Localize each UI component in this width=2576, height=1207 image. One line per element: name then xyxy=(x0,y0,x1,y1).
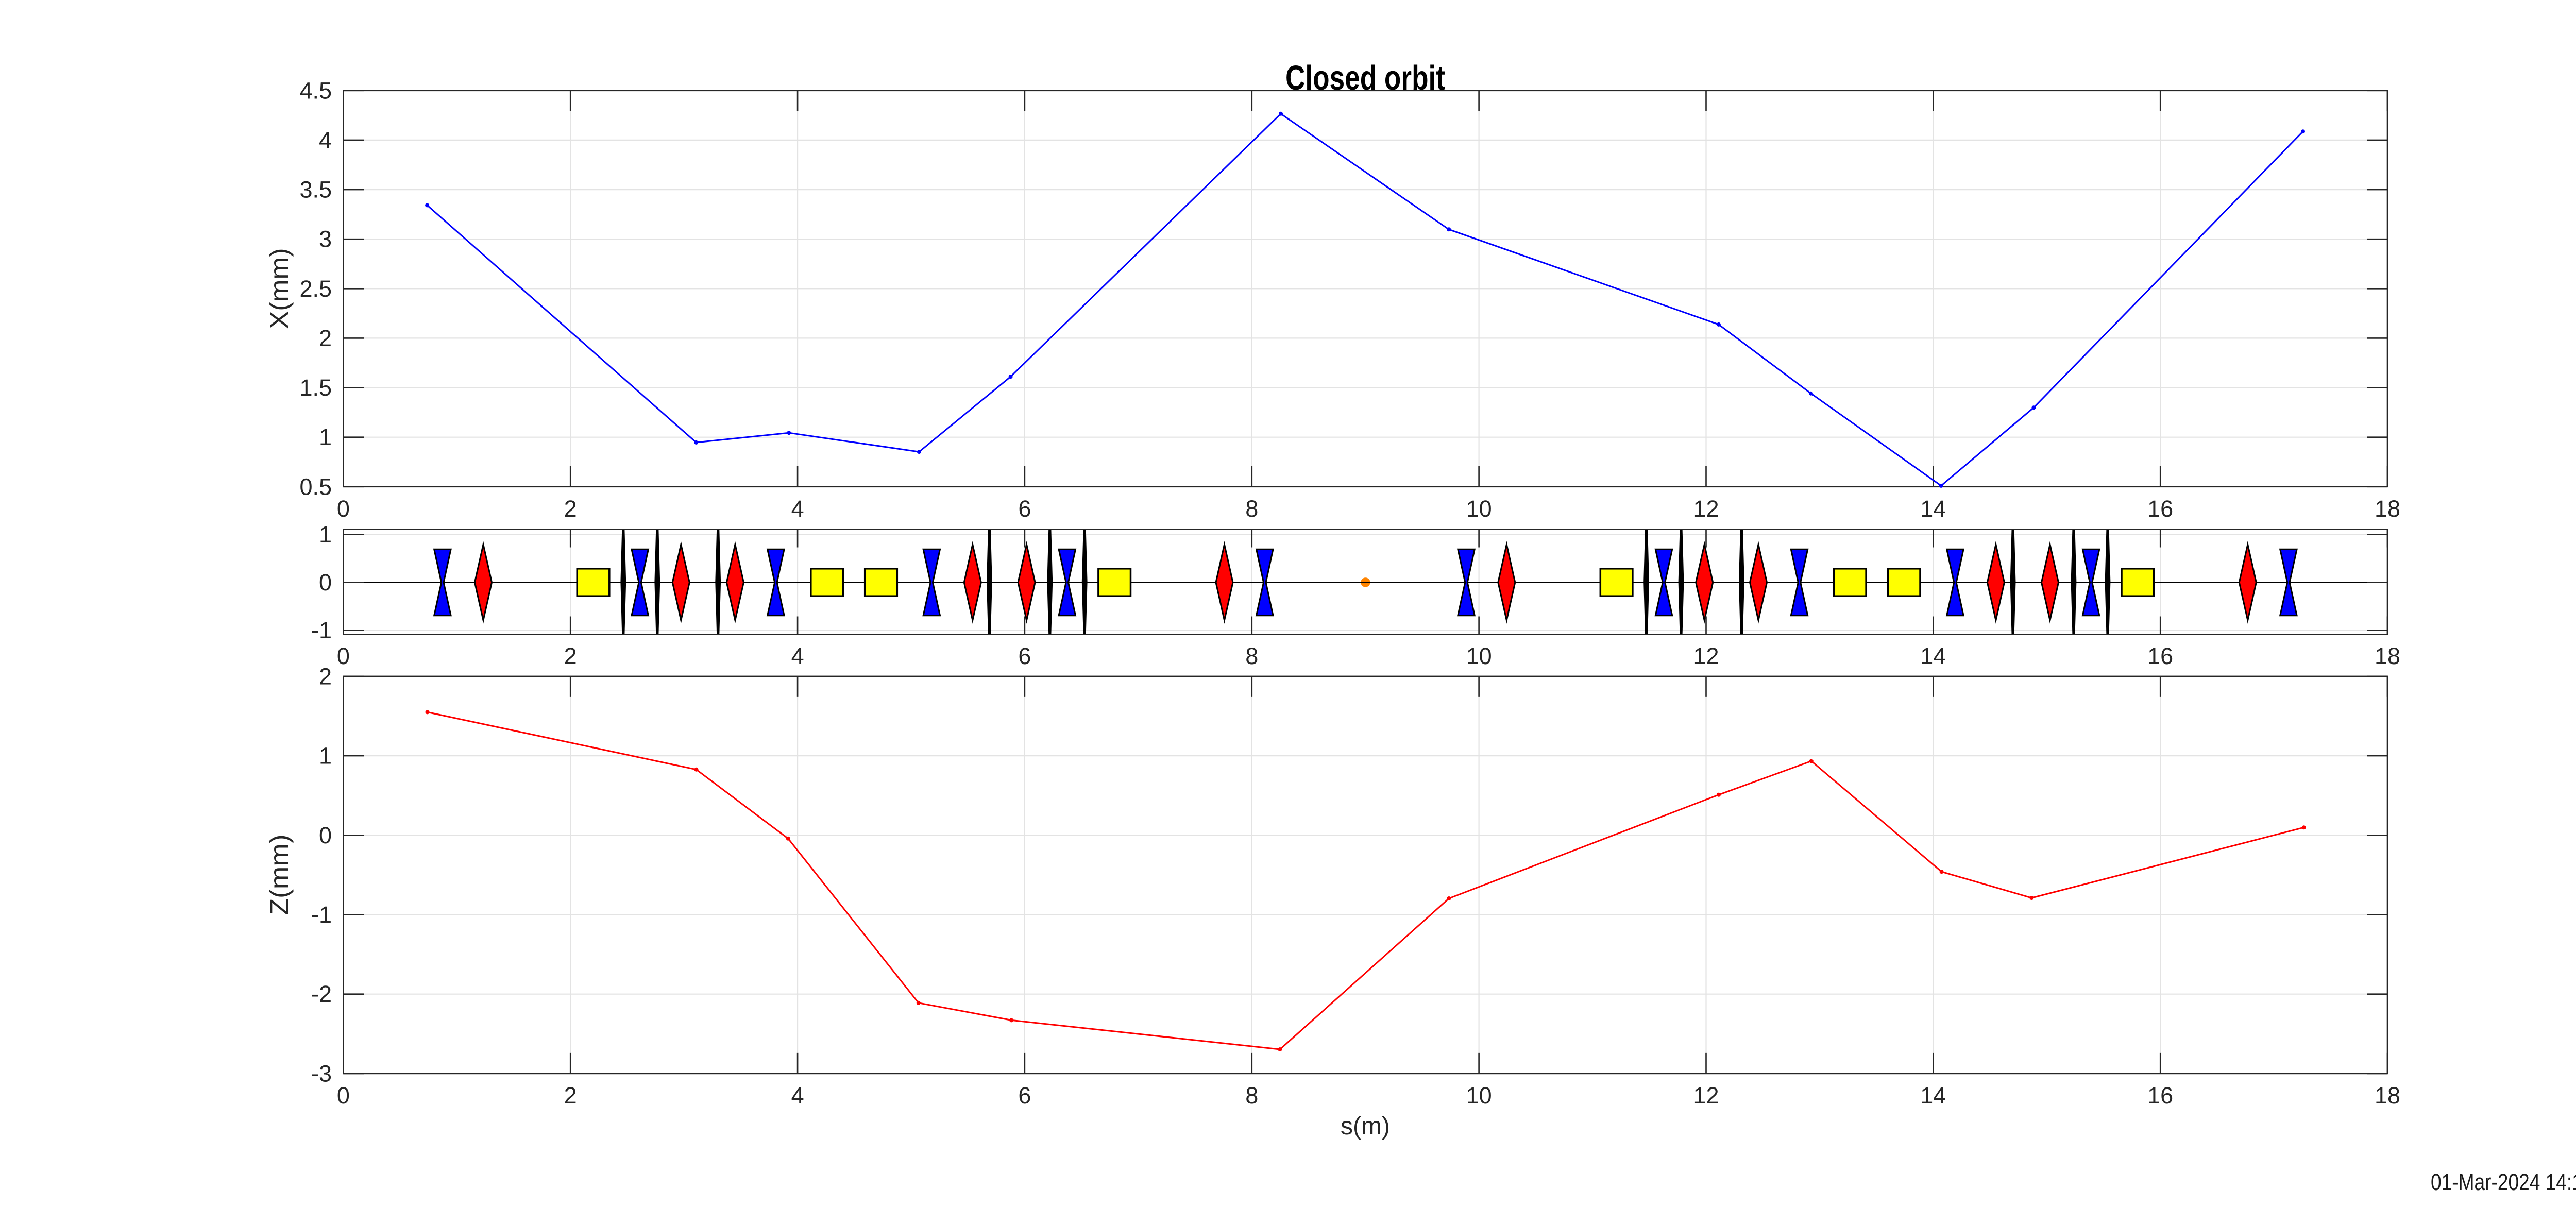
svg-text:4: 4 xyxy=(319,127,332,153)
svg-text:1: 1 xyxy=(319,424,332,450)
svg-text:01-Mar-2024 14:14:45: 01-Mar-2024 14:14:45 xyxy=(2431,1169,2576,1195)
svg-text:12: 12 xyxy=(1693,643,1719,669)
svg-text:3.5: 3.5 xyxy=(299,177,332,203)
svg-text:16: 16 xyxy=(2147,1082,2173,1109)
svg-text:4.5: 4.5 xyxy=(299,77,332,104)
svg-text:14: 14 xyxy=(1920,1082,1946,1109)
svg-text:6: 6 xyxy=(1018,643,1031,669)
svg-text:18: 18 xyxy=(2375,1082,2400,1109)
svg-text:4: 4 xyxy=(791,496,804,522)
svg-text:10: 10 xyxy=(1466,1082,1492,1109)
svg-text:10: 10 xyxy=(1466,643,1492,669)
svg-text:2: 2 xyxy=(564,1082,577,1109)
svg-text:6: 6 xyxy=(1018,496,1031,522)
svg-text:s(m): s(m) xyxy=(1341,1113,1390,1140)
svg-text:2: 2 xyxy=(319,663,332,689)
svg-text:8: 8 xyxy=(1245,496,1258,522)
svg-text:16: 16 xyxy=(2147,643,2173,669)
svg-text:18: 18 xyxy=(2375,643,2400,669)
svg-text:0: 0 xyxy=(319,569,332,596)
svg-text:1.5: 1.5 xyxy=(299,375,332,401)
svg-text:0.5: 0.5 xyxy=(299,473,332,500)
svg-text:1: 1 xyxy=(319,743,332,769)
svg-text:-1: -1 xyxy=(311,617,332,643)
svg-text:X(mm): X(mm) xyxy=(265,248,294,329)
svg-text:3: 3 xyxy=(319,226,332,252)
svg-text:-1: -1 xyxy=(311,902,332,928)
svg-text:14: 14 xyxy=(1920,643,1946,669)
svg-text:2.5: 2.5 xyxy=(299,276,332,302)
svg-text:0: 0 xyxy=(319,822,332,848)
svg-text:Closed orbit: Closed orbit xyxy=(1285,59,1445,97)
svg-text:2: 2 xyxy=(564,496,577,522)
svg-text:-2: -2 xyxy=(311,981,332,1007)
svg-text:0: 0 xyxy=(337,496,350,522)
svg-text:4: 4 xyxy=(791,643,804,669)
svg-text:2: 2 xyxy=(319,325,332,351)
svg-text:1: 1 xyxy=(319,521,332,548)
svg-text:6: 6 xyxy=(1018,1082,1031,1109)
svg-text:0: 0 xyxy=(337,643,350,669)
svg-text:Z(mm): Z(mm) xyxy=(265,835,294,915)
svg-text:0: 0 xyxy=(337,1082,350,1109)
svg-text:2: 2 xyxy=(564,643,577,669)
svg-text:12: 12 xyxy=(1693,1082,1719,1109)
svg-text:10: 10 xyxy=(1466,496,1492,522)
svg-text:-3: -3 xyxy=(311,1060,332,1086)
svg-text:8: 8 xyxy=(1245,643,1258,669)
svg-text:16: 16 xyxy=(2147,496,2173,522)
svg-text:4: 4 xyxy=(791,1082,804,1109)
svg-text:8: 8 xyxy=(1245,1082,1258,1109)
svg-text:18: 18 xyxy=(2375,496,2400,522)
svg-text:12: 12 xyxy=(1693,496,1719,522)
svg-text:14: 14 xyxy=(1920,496,1946,522)
